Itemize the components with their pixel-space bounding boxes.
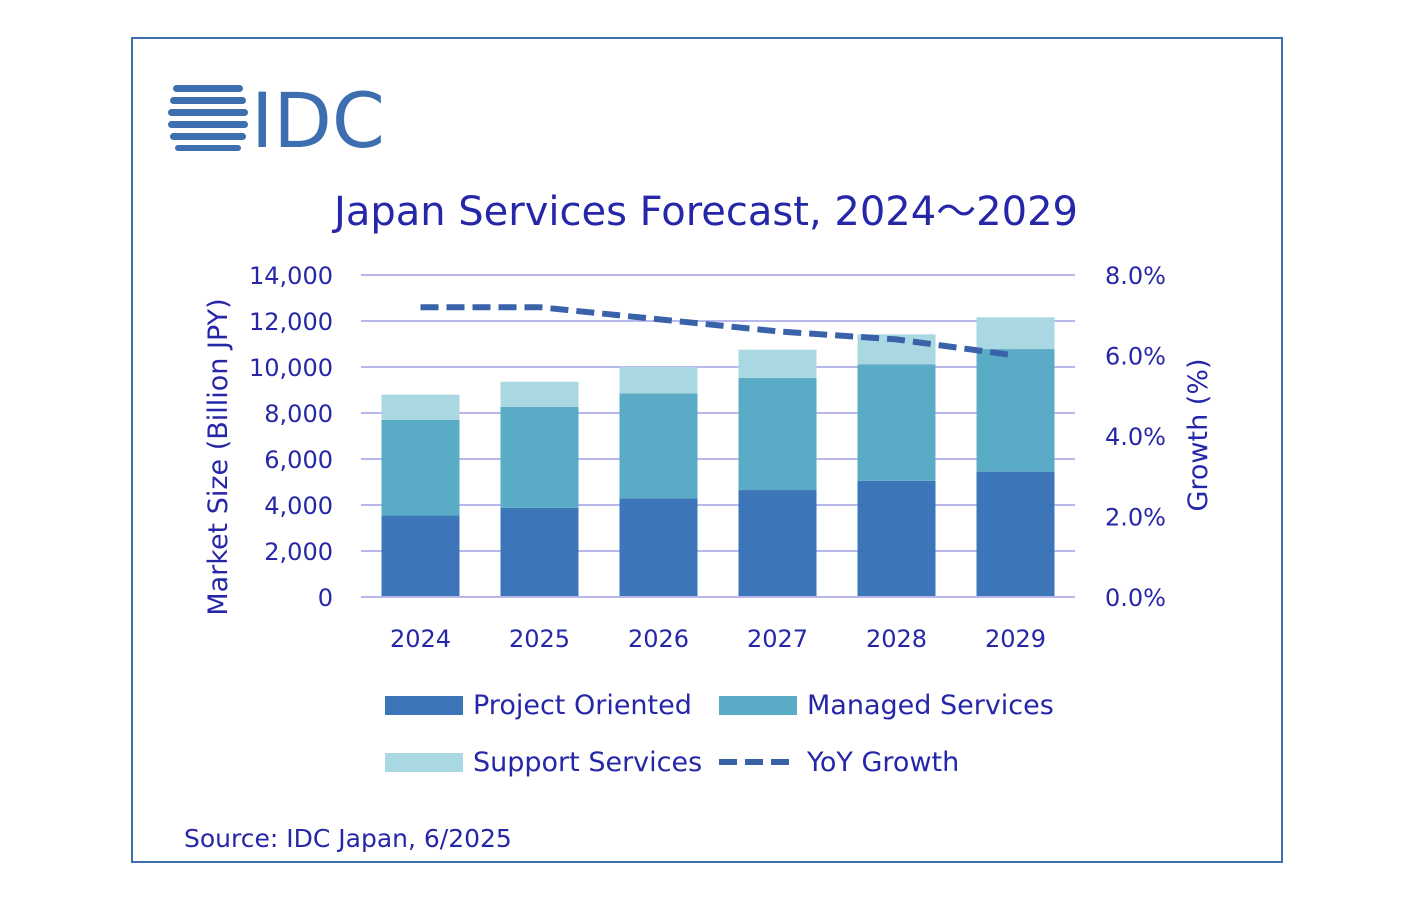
y2-tick-label: 8.0% [1105,262,1166,290]
legend-item-yoy-growth: YoY Growth [719,747,959,778]
x-tick-label: 2028 [866,625,927,653]
y2-tick-label: 4.0% [1105,423,1166,451]
gridlines [361,274,1075,598]
bar-project-oriented-2028 [857,480,936,597]
legend-item-support-services: Support Services [385,747,702,778]
y-tick-label: 6,000 [264,446,333,474]
bar-support-services-2029 [976,317,1055,350]
y-tick-label: 4,000 [264,492,333,520]
legend-label-yoy-growth: YoY Growth [806,747,959,778]
y-tick-label: 0 [318,584,333,612]
chart-title: Japan Services Forecast, 2024～2029 [331,189,1078,235]
y-tick-label: 10,000 [249,354,333,382]
legend-item-project-oriented: Project Oriented [385,690,692,721]
y-tick-label: 2,000 [264,538,333,566]
y2-tick-label: 0.0% [1105,584,1166,612]
x-axis-ticks: 2024 2025 2026 2027 2028 2029 [390,625,1046,653]
growth-point-2027 [777,331,778,332]
logo-text: IDC [251,76,385,165]
bar-managed-services-2027 [738,377,817,491]
bar-managed-services-2029 [976,349,1055,472]
bar-support-services-2026 [619,367,698,394]
bar-support-services-2025 [500,381,579,408]
x-tick-label: 2025 [509,625,570,653]
bar-managed-services-2024 [381,419,460,516]
bar-project-oriented-2024 [381,515,460,597]
legend-item-managed-services: Managed Services [719,690,1054,721]
x-tick-label: 2024 [390,625,451,653]
growth-line-layer [420,304,1016,359]
bar-support-services-2027 [738,349,817,378]
globe-icon [168,85,248,151]
y2-axis-title: Growth (%) [1183,358,1214,511]
y-tick-label: 12,000 [249,308,333,336]
bar-project-oriented-2026 [619,498,698,597]
y-tick-label: 8,000 [264,400,333,428]
x-tick-label: 2029 [985,625,1046,653]
growth-line [420,304,1016,359]
bar-managed-services-2025 [500,407,579,508]
y-tick-label: 14,000 [249,262,333,290]
legend-swatch-support-services [385,753,463,772]
legend: Project Oriented Managed Services Suppor… [385,690,1054,778]
bar-project-oriented-2025 [500,507,579,597]
idc-logo: IDC [168,76,385,165]
chart-canvas: IDC Japan Services Forecast, 2024～2029 M… [168,76,1214,853]
legend-label-project-oriented: Project Oriented [473,690,692,721]
chart-frame: IDC Japan Services Forecast, 2024～2029 M… [131,37,1283,863]
x-tick-label: 2026 [628,625,689,653]
legend-label-support-services: Support Services [473,747,702,778]
bar-managed-services-2026 [619,393,698,499]
x-tick-label: 2027 [747,625,808,653]
bar-managed-services-2028 [857,364,936,481]
bar-support-services-2024 [381,394,460,420]
source-note: Source: IDC Japan, 6/2025 [184,824,512,853]
y2-tick-label: 2.0% [1105,504,1166,532]
legend-label-managed-services: Managed Services [807,690,1054,721]
legend-swatch-project-oriented [385,696,463,715]
bars [361,317,1075,598]
y2-axis-ticks: 0.0% 2.0% 4.0% 6.0% 8.0% [1105,262,1166,612]
legend-swatch-managed-services [719,696,797,715]
y-axis-title: Market Size (Billion JPY) [203,298,234,615]
y-axis-ticks: 0 2,000 4,000 6,000 8,000 10,000 12,000 14,000 [249,262,333,612]
bar-project-oriented-2027 [738,490,817,597]
bar-project-oriented-2029 [976,471,1055,597]
y2-tick-label: 6.0% [1105,343,1166,371]
